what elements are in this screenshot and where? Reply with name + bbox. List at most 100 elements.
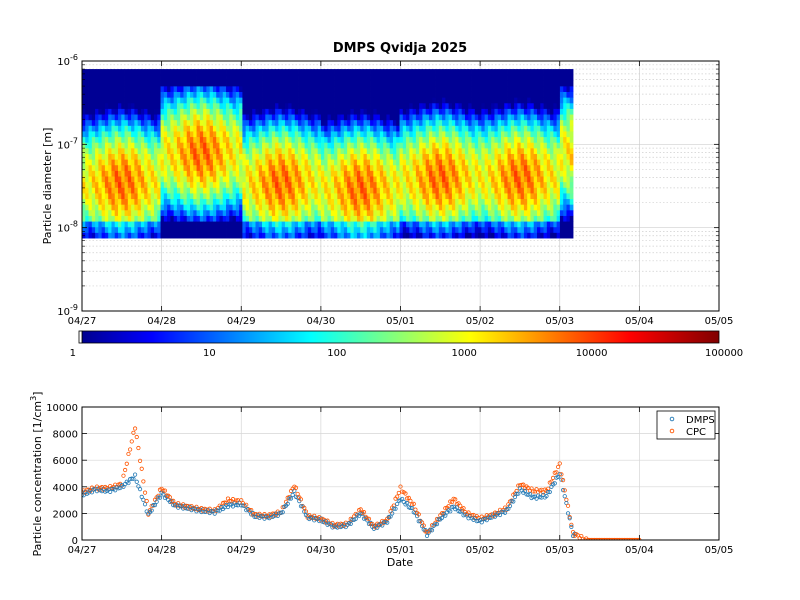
heatmap-cell: [311, 131, 315, 138]
scatter-point-dmps: [152, 502, 158, 508]
heatmap-cell: [435, 193, 440, 200]
heatmap-cell: [537, 69, 541, 76]
heatmap-cell: [314, 125, 319, 132]
heatmap-cell: [520, 142, 525, 149]
heatmap-cell: [98, 85, 103, 93]
heatmap-cell: [340, 181, 345, 188]
heatmap-cell: [550, 204, 554, 211]
heatmap-cell: [229, 114, 233, 121]
heatmap-cell: [409, 69, 414, 76]
heatmap-cell: [353, 226, 358, 233]
heatmap-cell: [324, 187, 328, 194]
heatmap-cell: [150, 125, 155, 132]
heatmap-cell: [343, 97, 348, 104]
heatmap-cell: [85, 215, 89, 222]
heatmap-cell: [173, 136, 178, 143]
heatmap-cell: [193, 221, 197, 228]
heatmap-cell: [379, 131, 384, 138]
heatmap-cell: [435, 114, 440, 121]
heatmap-cell: [373, 74, 378, 81]
heatmap-cell: [537, 114, 541, 121]
heatmap-cell: [392, 232, 397, 239]
heatmap-cell: [451, 170, 456, 177]
heatmap-cell: [442, 181, 446, 188]
heatmap-cell: [507, 131, 512, 138]
heatmap-cell: [252, 119, 256, 126]
heatmap-cell: [314, 85, 319, 93]
heatmap-cell: [176, 108, 181, 115]
heatmap-cell: [337, 215, 342, 222]
heatmap-cell: [402, 69, 407, 76]
heatmap-cell: [484, 226, 489, 233]
heatmap-cell: [121, 153, 125, 160]
heatmap-cell: [281, 170, 286, 177]
heatmap-cell: [118, 125, 122, 132]
heatmap-cell: [252, 181, 256, 188]
heatmap-cell: [160, 164, 165, 171]
heatmap-cell: [559, 198, 564, 205]
heatmap-cell: [412, 204, 417, 211]
heatmap-cell: [134, 198, 139, 205]
heatmap-cell: [340, 85, 345, 93]
heatmap-cell: [356, 91, 361, 98]
heatmap-cell: [478, 114, 482, 121]
heatmap-cell: [504, 74, 508, 81]
heatmap-cell: [104, 147, 109, 154]
heatmap-cell: [353, 119, 358, 126]
heatmap-cell: [523, 198, 528, 205]
heatmap-cell: [520, 119, 525, 126]
heatmap-cell: [530, 209, 535, 216]
heatmap-cell: [232, 136, 237, 143]
heatmap-cell: [111, 221, 116, 228]
heatmap-cell: [337, 108, 342, 115]
heatmap-cell: [448, 204, 453, 211]
heatmap-cell: [154, 102, 158, 109]
heatmap-cell: [183, 69, 188, 76]
heatmap-cell: [510, 204, 515, 211]
heatmap-cell: [347, 153, 351, 160]
heatmap-cell: [497, 136, 502, 143]
heatmap-cell: [458, 164, 463, 171]
heatmap-cell: [268, 131, 273, 138]
heatmap-cell: [183, 181, 188, 188]
heatmap-cell: [474, 181, 479, 188]
heatmap-cell: [363, 232, 368, 239]
heatmap-cell: [95, 198, 99, 205]
heatmap-cell: [127, 102, 132, 109]
heatmap-cell: [491, 176, 495, 183]
heatmap-cell: [370, 97, 374, 104]
heatmap-cell: [232, 221, 237, 228]
heatmap-cell: [442, 159, 446, 166]
heatmap-cell: [481, 215, 486, 222]
heatmap-cell: [363, 209, 368, 216]
heatmap-cell: [501, 176, 505, 183]
heatmap-cell: [455, 204, 459, 211]
heatmap-cell: [104, 102, 109, 109]
heatmap-cell: [435, 97, 440, 104]
heatmap-cell: [275, 97, 279, 104]
heatmap-cell: [530, 147, 535, 154]
heatmap-cell: [340, 125, 345, 132]
heatmap-cell: [356, 97, 361, 104]
heatmap-cell: [494, 119, 499, 126]
heatmap-cell: [481, 221, 486, 228]
heatmap-cell: [481, 198, 486, 205]
heatmap-cell: [527, 102, 531, 109]
heatmap-cell: [497, 142, 502, 149]
scatter-point-dmps: [141, 497, 146, 502]
heatmap-cell: [481, 97, 486, 104]
heatmap-cell: [520, 181, 525, 188]
heatmap-cell: [543, 209, 548, 216]
heatmap-cell: [245, 108, 250, 115]
heatmap-cell: [422, 97, 427, 104]
heatmap-cell: [540, 125, 544, 132]
heatmap-cell: [311, 74, 315, 81]
heatmap-cell: [520, 193, 525, 200]
heatmap-cell: [288, 187, 292, 194]
heatmap-cell: [301, 125, 305, 132]
heatmap-cell: [373, 147, 378, 154]
heatmap-cell: [88, 131, 93, 138]
heatmap-cell: [235, 176, 240, 183]
heatmap-cell: [108, 193, 112, 200]
heatmap-cell: [160, 232, 165, 239]
